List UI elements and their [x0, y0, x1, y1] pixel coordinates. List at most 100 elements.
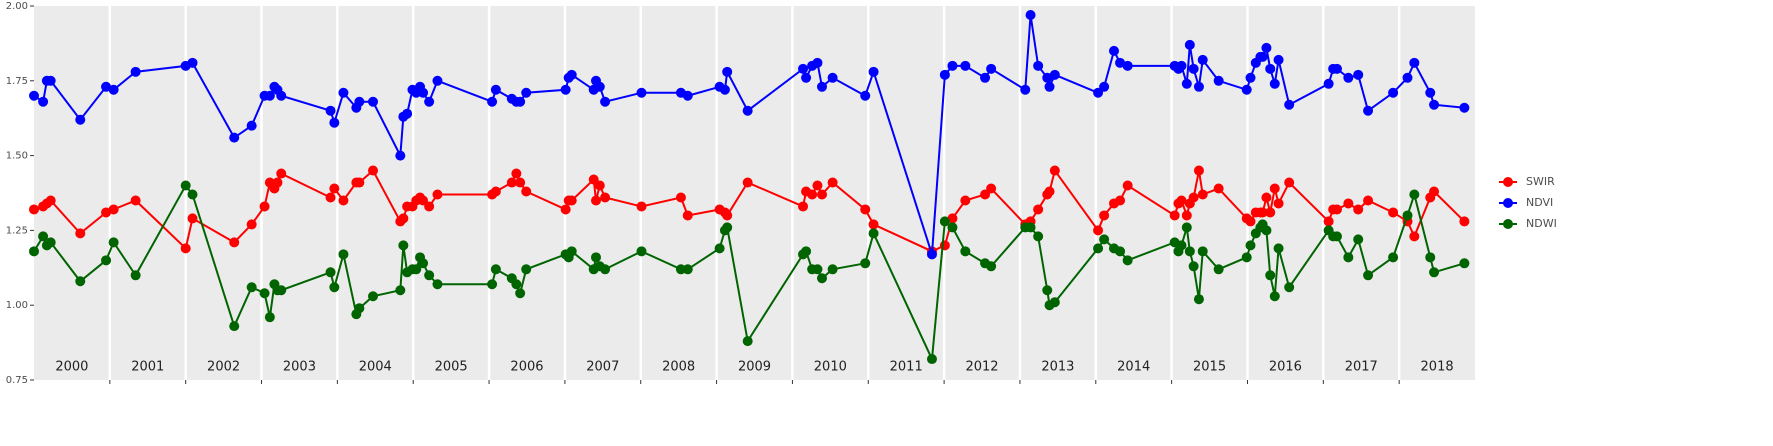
- point: [108, 204, 119, 215]
- point: [960, 195, 971, 206]
- legend-label: SWIR: [1526, 175, 1555, 188]
- point: [368, 291, 379, 302]
- point: [812, 57, 823, 68]
- point: [1122, 255, 1133, 266]
- point: [329, 282, 340, 293]
- point: [1323, 78, 1334, 89]
- legend-label: NDVI: [1526, 196, 1553, 209]
- y-tick-label: 1.25: [6, 225, 28, 236]
- point: [600, 96, 611, 107]
- point: [827, 177, 838, 188]
- point: [354, 303, 365, 314]
- point: [594, 81, 605, 92]
- point: [960, 60, 971, 71]
- point: [1245, 216, 1256, 227]
- point: [980, 72, 991, 83]
- point: [1331, 231, 1342, 242]
- point: [566, 69, 577, 80]
- point: [395, 285, 406, 296]
- point: [1343, 252, 1354, 263]
- point: [566, 195, 577, 206]
- year-label: 2008: [662, 360, 695, 375]
- point: [1197, 189, 1208, 200]
- year-label: 2014: [1117, 360, 1150, 375]
- point: [1033, 231, 1044, 242]
- point: [682, 90, 693, 101]
- point: [1193, 165, 1204, 176]
- point: [742, 105, 753, 116]
- point: [1049, 297, 1060, 308]
- point: [1459, 102, 1470, 113]
- point: [960, 246, 971, 257]
- point: [354, 96, 365, 107]
- point: [521, 264, 532, 275]
- point: [515, 177, 526, 188]
- year-label: 2002: [207, 360, 240, 375]
- point: [75, 228, 86, 239]
- point: [1331, 204, 1342, 215]
- point: [868, 228, 879, 239]
- point: [1425, 252, 1436, 263]
- point: [424, 270, 435, 281]
- point: [395, 150, 406, 161]
- point: [1257, 51, 1268, 62]
- point: [229, 321, 240, 332]
- point: [1181, 78, 1192, 89]
- point: [108, 237, 119, 248]
- point: [1273, 54, 1284, 65]
- point: [801, 246, 812, 257]
- point: [1261, 225, 1272, 236]
- point: [1429, 99, 1440, 110]
- point: [1265, 270, 1276, 281]
- point: [1429, 267, 1440, 278]
- point: [675, 192, 686, 203]
- point: [986, 183, 997, 194]
- point: [511, 279, 522, 290]
- point: [1388, 87, 1399, 98]
- point: [682, 264, 693, 275]
- point: [1241, 84, 1252, 95]
- point: [75, 114, 86, 125]
- point: [926, 249, 937, 260]
- point: [827, 72, 838, 83]
- point: [1402, 72, 1413, 83]
- point: [1331, 63, 1342, 74]
- point: [1093, 243, 1104, 254]
- point: [742, 336, 753, 347]
- point: [338, 195, 349, 206]
- point: [180, 243, 191, 254]
- point: [1184, 246, 1195, 257]
- point: [1269, 183, 1280, 194]
- point: [1181, 210, 1192, 221]
- point: [722, 222, 733, 233]
- point: [636, 201, 647, 212]
- point: [939, 216, 950, 227]
- point: [594, 180, 605, 191]
- point: [1099, 234, 1110, 245]
- point: [45, 75, 56, 86]
- point: [338, 87, 349, 98]
- point: [868, 66, 879, 77]
- year-label: 2011: [890, 360, 923, 375]
- point: [1363, 270, 1374, 281]
- point: [45, 237, 56, 248]
- point: [1245, 72, 1256, 83]
- point: [1169, 210, 1180, 221]
- point: [329, 117, 340, 128]
- point: [816, 81, 827, 92]
- point: [1284, 282, 1295, 293]
- point: [276, 285, 287, 296]
- point: [1213, 183, 1224, 194]
- point: [411, 264, 422, 275]
- point: [1353, 234, 1364, 245]
- point: [1363, 195, 1374, 206]
- point: [521, 87, 532, 98]
- point: [1042, 285, 1053, 296]
- point: [1188, 261, 1199, 272]
- point: [418, 258, 429, 269]
- point: [722, 210, 733, 221]
- point: [432, 75, 443, 86]
- point: [1108, 45, 1119, 56]
- point: [1213, 264, 1224, 275]
